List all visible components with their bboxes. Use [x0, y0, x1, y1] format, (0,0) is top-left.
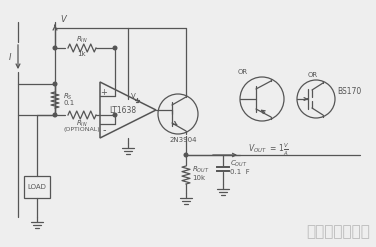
- Text: OR: OR: [308, 72, 318, 78]
- Text: V: V: [60, 15, 66, 23]
- Circle shape: [53, 113, 57, 117]
- Circle shape: [53, 82, 57, 86]
- Text: BS170: BS170: [337, 86, 361, 96]
- Text: $C_{OUT}$: $C_{OUT}$: [230, 159, 248, 169]
- Text: $R_{IN}$: $R_{IN}$: [76, 119, 88, 129]
- Circle shape: [53, 46, 57, 50]
- Text: OR: OR: [238, 69, 248, 75]
- Text: 10k: 10k: [192, 175, 205, 181]
- Circle shape: [113, 46, 117, 50]
- Text: -: -: [102, 125, 106, 135]
- Text: 测量与测试世界: 测量与测试世界: [306, 224, 370, 239]
- Text: $R_{OUT}$: $R_{OUT}$: [192, 165, 209, 175]
- Circle shape: [184, 153, 188, 157]
- Text: $R_{IN}$: $R_{IN}$: [76, 35, 88, 45]
- Circle shape: [113, 113, 117, 117]
- Bar: [24, 176, 50, 198]
- Text: 0.1: 0.1: [63, 100, 74, 106]
- Text: 0.1  F: 0.1 F: [230, 169, 250, 175]
- Text: $V_{OUT}$  = 1$\frac{V}{A}$: $V_{OUT}$ = 1$\frac{V}{A}$: [248, 142, 289, 158]
- Text: LOAD: LOAD: [27, 184, 47, 190]
- Text: LT1638: LT1638: [109, 105, 136, 115]
- Text: I: I: [9, 53, 11, 62]
- Text: 1k: 1k: [78, 51, 86, 57]
- Text: V: V: [130, 93, 135, 99]
- Text: 2N3904: 2N3904: [169, 137, 197, 143]
- Text: (OPTIONAL): (OPTIONAL): [64, 127, 100, 132]
- Text: +: +: [100, 87, 108, 97]
- Text: $R_S$: $R_S$: [63, 92, 73, 102]
